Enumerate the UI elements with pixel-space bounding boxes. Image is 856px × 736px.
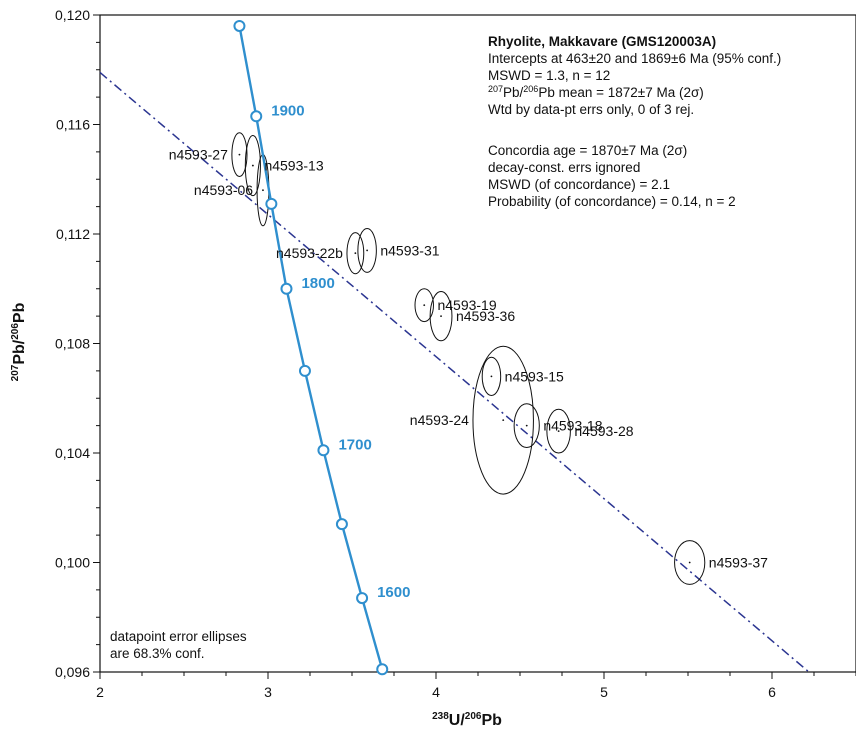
concordia-age-marker: [356, 592, 369, 605]
ellipse-center-n4593-18: [525, 424, 528, 427]
y-axis-title: 207Pb/206Pb: [10, 302, 28, 381]
error-ellipse-n4593-24: [472, 345, 534, 495]
sample-label-n4593-24: n4593-24: [410, 412, 469, 428]
ellipse-center-n4593-13: [251, 164, 254, 167]
y-tick-label: 0,104: [55, 445, 90, 461]
note-line-2: are 68.3% conf.: [110, 646, 205, 661]
error-ellipse-n4593-18: [513, 403, 540, 449]
error-ellipse-n4593-37: [674, 540, 706, 585]
ellipse-center-n4593-28: [557, 430, 560, 432]
info-line-concordia-age: Concordia age = 1870±7 Ma (2σ): [488, 143, 687, 158]
concordia-age-marker: [280, 282, 293, 295]
sample-label-n4593-19: n4593-19: [437, 297, 496, 313]
concordia-age-marker: [376, 663, 389, 676]
y-tick-label: 0,116: [56, 117, 90, 133]
concordia-age-marker: [233, 19, 246, 32]
error-ellipse-n4593-19: [414, 288, 434, 323]
chart-title: Rhyolite, Makkavare (GMS120003A): [488, 34, 716, 49]
ellipse-center-n4593-31: [366, 249, 369, 252]
sample-label-n4593-31: n4593-31: [380, 242, 439, 258]
concordia-age-marker: [298, 364, 311, 377]
sample-label-n4593-13: n4593-13: [264, 158, 323, 174]
sample-label-n4593-18: n4593-18: [543, 418, 602, 434]
plot-frame: [99, 14, 856, 673]
age-label-1700: 1700: [338, 436, 371, 453]
x-tick-label: 6: [768, 684, 776, 700]
concordia-age-marker: [335, 518, 348, 531]
info-line-mean: 207Pb/206Pb mean = 1872±7 Ma (2σ): [488, 84, 704, 100]
plot-border: [99, 14, 856, 673]
axis-layer: 2 3 4 5 6 0,096 0,100 0,104 0,108 0,112 0,116 0,120: [55, 7, 856, 700]
x-axis-title: 238U/206Pb: [432, 711, 502, 729]
info-line-mswd: MSWD = 1.3, n = 12: [488, 68, 610, 83]
ellipse-center-n4593-37: [688, 561, 691, 564]
error-ellipse-n4593-31: [357, 228, 377, 273]
ellipse-center-n4593-19: [423, 304, 426, 307]
y-tick-label: 0,112: [56, 226, 90, 242]
concordia-age-marker: [250, 110, 263, 123]
ellipse-center-n4593-24: [502, 419, 505, 422]
info-line-mswd-concordance: MSWD (of concordance) = 2.1: [488, 177, 670, 192]
age-label-1900: 1900: [271, 102, 304, 119]
sample-label-n4593-27: n4593-27: [169, 147, 228, 163]
concordia-age-marker: [317, 444, 330, 457]
ellipse-center-n4593-27: [238, 153, 241, 156]
regression-layer: [99, 71, 810, 673]
x-tick-label: 5: [600, 684, 608, 700]
sample-label-n4593-28: n4593-28: [574, 423, 633, 439]
error-ellipse-n4593-13: [244, 134, 261, 197]
age-label-1800: 1800: [301, 275, 334, 292]
error-ellipse-n4593-28: [546, 408, 571, 454]
sample-label-n4593-37: n4593-37: [709, 555, 768, 571]
note-line-1: datapoint error ellipses: [110, 629, 247, 644]
x-tick-label: 3: [264, 684, 272, 700]
ellipse-confidence-note: datapoint error ellipses are 68.3% conf.: [110, 629, 247, 661]
concordia-layer: 1900 1800 1700 1600: [233, 19, 410, 676]
y-tick-label: 0,096: [55, 664, 90, 680]
error-ellipse-n4593-27: [231, 132, 248, 178]
discordia-line: [99, 71, 810, 673]
info-line-probability: Probability (of concordance) = 0.14, n =…: [488, 194, 736, 209]
error-ellipse-n4593-15: [481, 356, 502, 397]
sample-label-n4593-36: n4593-36: [456, 308, 515, 324]
info-line-weighted: Wtd by data-pt errs only, 0 of 3 rej.: [488, 102, 694, 117]
y-tick-label: 0,108: [55, 336, 90, 352]
x-tick-label: 2: [96, 684, 104, 700]
ellipse-layer: [231, 132, 706, 585]
info-line-decay: decay-const. errs ignored: [488, 160, 640, 175]
error-ellipse-n4593-36: [429, 290, 453, 342]
y-tick-label: 0,100: [55, 555, 90, 571]
label-layer: n4593-27 n4593-13 n4593-06 n4593-22b n4593-3…: [169, 147, 768, 571]
age-label-1600: 1600: [377, 584, 410, 601]
info-box: Rhyolite, Makkavare (GMS120003A) Interce…: [488, 34, 781, 209]
error-ellipse-n4593-22b: [346, 232, 365, 275]
sample-label-n4593-15: n4593-15: [505, 368, 564, 384]
concordia-age-marker: [265, 197, 278, 210]
info-line-intercepts: Intercepts at 463±20 and 1869±6 Ma (95% …: [488, 51, 781, 66]
ellipse-center-n4593-36: [440, 315, 442, 318]
y-tick-label: 0,120: [55, 7, 90, 23]
ellipse-center-n4593-06: [262, 189, 264, 192]
x-tick-label: 4: [432, 684, 440, 700]
sample-label-n4593-06: n4593-06: [194, 182, 253, 198]
ellipse-center-n4593-22b: [354, 252, 357, 255]
ellipse-center-n4593-15: [490, 375, 493, 378]
sample-label-n4593-22b: n4593-22b: [276, 245, 343, 261]
concordia-curve: [238, 25, 384, 670]
